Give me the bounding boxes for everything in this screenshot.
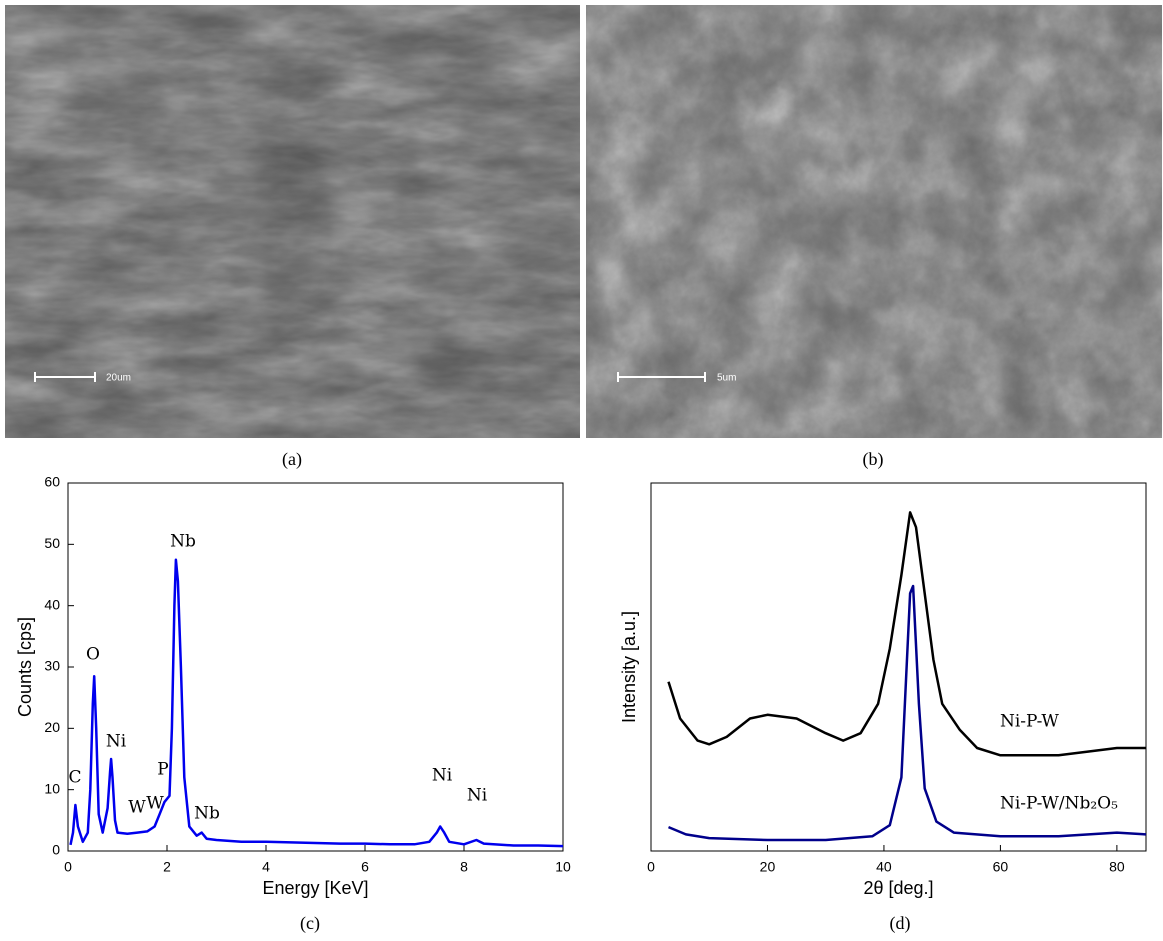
plot-frame <box>67 482 564 852</box>
series-label: Ni-P-W/Nb₂O₅ <box>1000 794 1118 814</box>
x-axis-label: 2θ [deg.] <box>863 878 933 898</box>
y-tick-label: 60 <box>44 474 60 490</box>
y-axis-label: Counts [cps] <box>15 617 35 717</box>
peak-label: Nb <box>170 532 196 552</box>
y-tick-label: 50 <box>44 535 60 551</box>
sem-texture <box>5 5 580 438</box>
scale-bar <box>34 372 706 382</box>
x-tick-label: 2 <box>163 859 171 875</box>
x-tick-label: 6 <box>361 859 369 875</box>
scale-label: 5um <box>717 373 736 384</box>
y-tick-label: 30 <box>44 658 60 674</box>
peak-label: P <box>157 760 168 780</box>
caption: (d) <box>890 913 911 934</box>
peak-label: Ni <box>432 766 453 786</box>
caption: (a) <box>282 449 302 470</box>
line-series <box>667 511 1146 757</box>
x-tick-label: 80 <box>1109 859 1125 875</box>
x-tick-label: 0 <box>64 859 72 875</box>
sem-texture <box>586 5 1162 438</box>
x-tick-label: 8 <box>460 859 468 875</box>
line-series <box>69 558 564 848</box>
peak-label: Nb <box>194 804 220 824</box>
y-tick-label: 10 <box>44 780 60 796</box>
y-tick-label: 40 <box>44 596 60 612</box>
caption: (c) <box>300 913 320 934</box>
scale-label: 20um <box>106 373 131 384</box>
x-axis-label: Energy [KeV] <box>262 878 368 898</box>
x-tick-label: 20 <box>760 859 776 875</box>
y-tick-label: 0 <box>52 842 60 858</box>
x-tick-label: 4 <box>262 859 270 875</box>
peak-label: W <box>128 798 146 818</box>
caption: (b) <box>863 449 884 470</box>
x-tick-label: 0 <box>647 859 655 875</box>
peak-label: Ni <box>467 786 488 806</box>
plot-frame <box>650 482 1147 852</box>
series-label: Ni-P-W <box>1000 712 1059 732</box>
x-tick-label: 40 <box>876 859 892 875</box>
y-tick-label: 20 <box>44 719 60 735</box>
peak-label: Ni <box>106 732 127 752</box>
line-series <box>668 584 1147 842</box>
peak-label: C <box>68 768 81 788</box>
peak-label: O <box>86 645 100 665</box>
x-tick-label: 60 <box>993 859 1009 875</box>
peak-label: W <box>146 794 164 814</box>
x-tick-label: 10 <box>555 859 571 875</box>
y-axis-label: Intensity [a.u.] <box>619 611 639 723</box>
